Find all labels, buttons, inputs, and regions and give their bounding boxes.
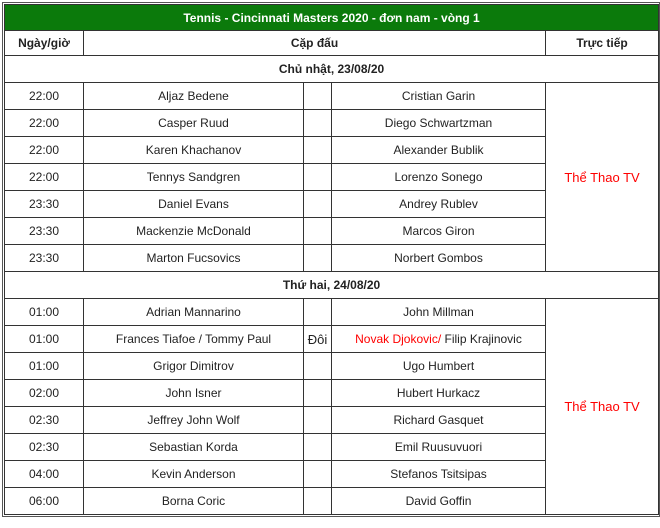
day-header: Chủ nhật, 23/08/20 [3, 55, 660, 83]
player-name: Norbert Gombos [394, 251, 483, 265]
match-type [303, 406, 332, 434]
player-1: Aljaz Bedene [83, 82, 304, 110]
player-1: Mackenzie McDonald [83, 217, 304, 245]
player-1: Borna Coric [83, 487, 304, 515]
match-type [303, 163, 332, 191]
match-time: 01:00 [4, 352, 84, 380]
player-name: Stefanos Tsitsipas [390, 467, 487, 481]
player-2: Lorenzo Sonego [331, 163, 546, 191]
player-1: Grigor Dimitrov [83, 352, 304, 380]
day-header: Thứ hai, 24/08/20 [3, 271, 660, 299]
match-time: 02:30 [4, 406, 84, 434]
match-time: 04:00 [4, 460, 84, 488]
player-1: John Isner [83, 379, 304, 407]
tv-channel: Thể Thao TV [544, 298, 660, 515]
player-name: Ugo Humbert [402, 359, 475, 373]
player-2: Andrey Rublev [331, 190, 546, 218]
match-type [303, 244, 332, 272]
player-name: Richard Gasquet [393, 413, 484, 427]
player-2: Alexander Bublik [331, 136, 546, 164]
tv-channel: Thể Thao TV [544, 82, 660, 272]
match-type [303, 460, 332, 488]
player-2: Cristian Garin [331, 82, 546, 110]
player-1: Jeffrey John Wolf [83, 406, 304, 434]
player-name: David Goffin [405, 494, 472, 508]
match-time: 02:00 [4, 379, 84, 407]
match-type: Đôi [303, 325, 332, 353]
player-name: Emil Ruusuvuori [394, 440, 483, 454]
header-live: Trực tiếp [544, 30, 660, 56]
match-row: 01:00 Grigor Dimitrov Ugo Humbert [4, 352, 659, 380]
header-match: Cặp đấu [83, 30, 546, 56]
match-row: 06:00 Borna Coric David Goffin [4, 487, 659, 515]
player-2: Novak Djokovic/ Filip Krajinovic [331, 325, 546, 353]
match-time: 23:30 [4, 244, 84, 272]
player-name: John Millman [403, 305, 474, 319]
match-type [303, 82, 332, 110]
player-2: Norbert Gombos [331, 244, 546, 272]
player-name: Diego Schwartzman [384, 116, 493, 130]
match-type [303, 136, 332, 164]
match-row: 23:30 Marton Fucsovics Norbert Gombos [4, 244, 659, 272]
player-2: Emil Ruusuvuori [331, 433, 546, 461]
match-time: 23:30 [4, 217, 84, 245]
match-time: 22:00 [4, 163, 84, 191]
match-type [303, 298, 332, 326]
player-1: Kevin Anderson [83, 460, 304, 488]
match-time: 02:30 [4, 433, 84, 461]
match-time: 22:00 [4, 109, 84, 137]
match-time: 01:00 [4, 325, 84, 353]
match-time: 23:30 [4, 190, 84, 218]
match-row: 22:00 Karen Khachanov Alexander Bublik [4, 136, 659, 164]
match-row: 04:00 Kevin Anderson Stefanos Tsitsipas [4, 460, 659, 488]
player-1: Casper Ruud [83, 109, 304, 137]
match-time: 01:00 [4, 298, 84, 326]
match-type [303, 217, 332, 245]
match-row: 02:00 John Isner Hubert Hurkacz [4, 379, 659, 407]
match-time: 06:00 [4, 487, 84, 515]
match-type [303, 433, 332, 461]
player-name: Alexander Bublik [393, 143, 484, 157]
schedule-table: Tennis - Cincinnati Masters 2020 - đơn n… [3, 4, 660, 515]
player-2: Richard Gasquet [331, 406, 546, 434]
header-time: Ngày/giờ [4, 30, 84, 56]
match-row: 02:30 Sebastian Korda Emil Ruusuvuori [4, 433, 659, 461]
match-row: 01:00 Adrian Mannarino John Millman Thể T… [4, 298, 660, 515]
player-2: Ugo Humbert [331, 352, 546, 380]
schedule-table-frame: Tennis - Cincinnati Masters 2020 - đơn n… [2, 2, 660, 517]
player-1: Sebastian Korda [83, 433, 304, 461]
match-type [303, 190, 332, 218]
match-time: 22:00 [4, 136, 84, 164]
player-1: Adrian Mannarino [83, 298, 304, 326]
match-row: 22:00 Aljaz Bedene Cristian Garin Thể Tha… [4, 82, 660, 272]
player-2: Marcos Giron [331, 217, 546, 245]
match-type [303, 352, 332, 380]
player-name: Lorenzo Sonego [394, 170, 483, 184]
table-title: Tennis - Cincinnati Masters 2020 - đơn n… [3, 4, 660, 31]
highlighted-player: Novak Djokovic/ [355, 332, 442, 346]
match-row: 22:00 Casper Ruud Diego Schwartzman [4, 109, 659, 137]
player-name: Hubert Hurkacz [396, 386, 481, 400]
player-name: Cristian Garin [401, 89, 476, 103]
player-1: Marton Fucsovics [83, 244, 304, 272]
match-time: 22:00 [4, 82, 84, 110]
player-2: David Goffin [331, 487, 546, 515]
match-row: 22:00 Tennys Sandgren Lorenzo Sonego [4, 163, 659, 191]
player-name: Andrey Rublev [399, 197, 478, 211]
player-2: John Millman [331, 298, 546, 326]
match-type [303, 379, 332, 407]
match-row: 23:30 Mackenzie McDonald Marcos Giron [4, 217, 659, 245]
player-1: Karen Khachanov [83, 136, 304, 164]
player-1: Daniel Evans [83, 190, 304, 218]
match-type [303, 487, 332, 515]
match-type [303, 109, 332, 137]
player-name: Filip Krajinovic [441, 332, 522, 346]
player-name: Marcos Giron [402, 224, 475, 238]
player-2: Diego Schwartzman [331, 109, 546, 137]
player-1: Frances Tiafoe / Tommy Paul [83, 325, 304, 353]
player-2: Hubert Hurkacz [331, 379, 546, 407]
player-2: Stefanos Tsitsipas [331, 460, 546, 488]
match-row: 02:30 Jeffrey John Wolf Richard Gasquet [4, 406, 659, 434]
player-1: Tennys Sandgren [83, 163, 304, 191]
